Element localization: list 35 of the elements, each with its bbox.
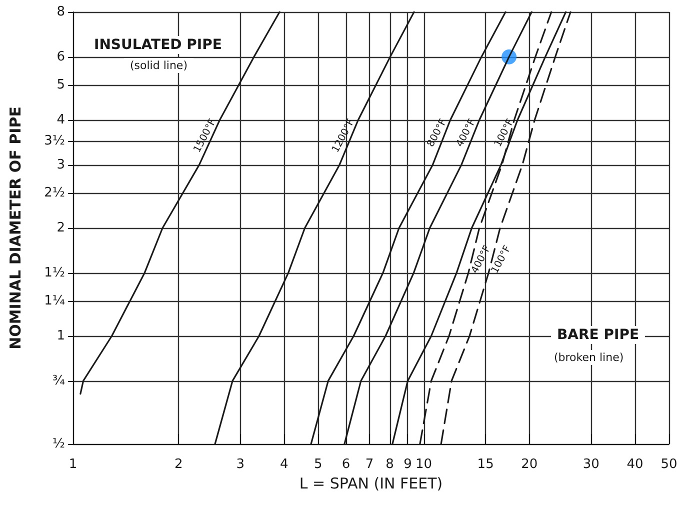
x-tick-label: 2: [174, 457, 183, 472]
y-tick-label: 2½: [44, 186, 65, 201]
x-tick-label: 8: [386, 457, 394, 472]
x-tick-label: 7: [365, 457, 374, 472]
y-tick-label: 1: [56, 328, 65, 344]
y-tick-label: 6: [56, 49, 65, 64]
x-tick-label: 50: [660, 457, 678, 472]
y-tick-label: 8: [56, 4, 65, 20]
annotation: INSULATED PIPE: [94, 37, 222, 53]
x-axis-title: L = SPAN (IN FEET): [299, 474, 443, 492]
annotation: BARE PIPE: [557, 327, 640, 343]
y-tick-label: 3½: [44, 133, 65, 148]
y-axis-title: NOMINAL DIAMETER OF PIPE: [6, 106, 24, 350]
x-tick-label: 40: [626, 457, 644, 472]
x-tick-label: 30: [582, 457, 600, 472]
y-tick-label: ½: [52, 436, 65, 452]
annotation: (broken line): [554, 351, 624, 364]
y-tick-label: 1½: [44, 265, 65, 280]
y-tick-label: 4: [56, 112, 65, 128]
y-tick-label: 1¼: [44, 294, 66, 309]
x-tick-label: 20: [521, 457, 538, 472]
x-tick-label: 15: [477, 457, 494, 472]
x-tick-label: 1: [68, 457, 78, 472]
y-tick-label: 5: [56, 78, 65, 93]
x-tick-label: 5: [314, 457, 322, 472]
annotation: (solid line): [130, 59, 188, 72]
x-tick-label: 3: [236, 457, 245, 472]
x-tick-label: 6: [342, 457, 350, 472]
y-tick-label: 3: [56, 157, 65, 172]
y-tick-label: 2: [56, 220, 65, 236]
x-tick-label: 4: [280, 457, 288, 472]
x-tick-label: 9: [404, 457, 412, 472]
x-tick-label: 10: [416, 457, 432, 472]
text: 400°F: [454, 117, 478, 149]
y-tick-label: ¾: [52, 373, 66, 388]
